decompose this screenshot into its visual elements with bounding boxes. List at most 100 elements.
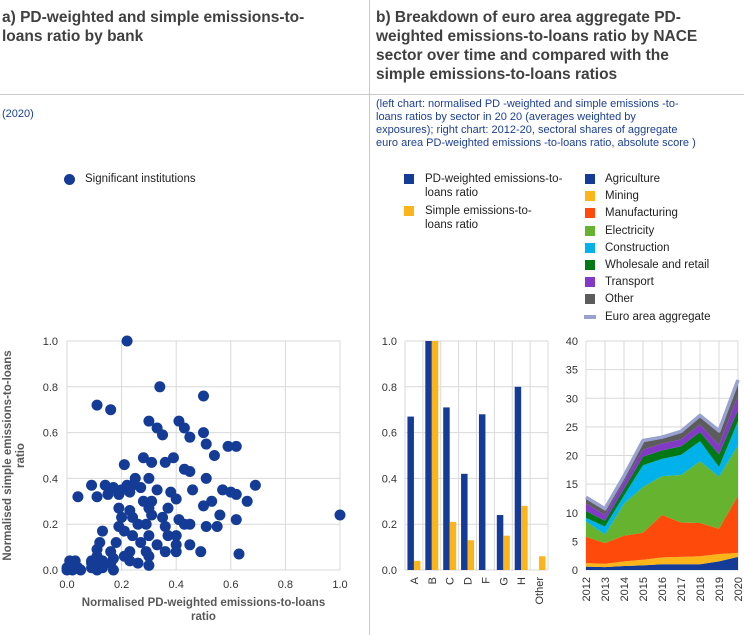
scatter-legend: Significant institutions xyxy=(64,172,196,186)
area-legend: Agriculture Mining Manufacturing Electricit… xyxy=(584,172,742,327)
scatter-point xyxy=(334,509,346,521)
scatter-y-axis-label-line1: Normalised simple emissions-to-loans xyxy=(2,350,14,560)
scatter-point xyxy=(86,479,98,491)
scatter-point xyxy=(230,440,242,452)
panel-b-title-line1: b) Breakdown of euro area aggregate PD- xyxy=(376,9,681,26)
scatter-point xyxy=(146,456,158,468)
area-legend-label: Electricity xyxy=(605,224,655,237)
scatter-y-tick-label: 0.8 xyxy=(43,382,58,394)
scatter-point xyxy=(178,422,190,434)
area-legend-item: Mining xyxy=(584,189,742,206)
area-y-tick-label: 0 xyxy=(572,565,578,577)
scatter-point xyxy=(113,488,125,500)
area-legend-item: Electricity xyxy=(584,224,742,241)
scatter-point xyxy=(143,550,155,562)
scatter-point xyxy=(184,539,196,551)
scatter-y-tick-label: 0.0 xyxy=(43,565,58,577)
area-x-tick-label: 2012 xyxy=(581,577,593,601)
area-legend-item: Transport xyxy=(584,275,742,292)
scatter-y-tick-label: 1.0 xyxy=(43,336,58,348)
bar-g-pd-weighted xyxy=(496,515,504,570)
scatter-point xyxy=(110,537,122,549)
panel-b-note-line2: loans ratios by sector in 20 20 (average… xyxy=(376,111,636,123)
scatter-point xyxy=(167,452,179,464)
scatter-point xyxy=(211,520,223,532)
panel-b-note-line3: exposures); right chart: 2012-20, sector… xyxy=(376,124,678,136)
scatter-point xyxy=(91,399,103,411)
area-legend-label: Mining xyxy=(605,190,639,203)
area-y-tick-label: 10 xyxy=(566,508,578,520)
bar-x-tick-label: D xyxy=(463,577,475,585)
area-legend-swatch xyxy=(585,294,595,305)
header-divider xyxy=(0,94,744,95)
scatter-point xyxy=(206,495,218,507)
scatter-legend-marker xyxy=(64,173,75,185)
scatter-point xyxy=(143,530,155,542)
area-construction xyxy=(586,421,738,535)
scatter-point xyxy=(151,539,163,551)
scatter-x-tick-label: 0.8 xyxy=(278,579,293,591)
scatter-point xyxy=(105,404,117,416)
bar-legend: PD-weighted emissions-to-loans ratio Sim… xyxy=(404,172,564,236)
scatter-point xyxy=(159,456,171,468)
area-legend-swatch xyxy=(585,277,595,288)
area-legend-swatch xyxy=(585,225,595,236)
scatter-y-tick-label: 0.6 xyxy=(43,428,58,440)
scatter-point xyxy=(107,564,119,576)
area-electricity xyxy=(586,445,738,544)
area-x-tick-label: 2017 xyxy=(676,577,688,601)
bar-legend-label-simple: Simple emissions-to-loans ratio xyxy=(425,205,532,231)
scatter-point xyxy=(200,438,212,450)
area-legend-label: Wholesale and retail xyxy=(605,258,710,271)
scatter-point xyxy=(159,546,171,558)
bar-d-simple xyxy=(467,540,475,570)
area-y-tick-label: 25 xyxy=(566,422,578,434)
scatter-point xyxy=(143,559,155,571)
panel-b-title: b) Breakdown of euro area aggregate PD- … xyxy=(376,8,742,84)
scatter-point xyxy=(91,564,103,576)
scatter-point xyxy=(222,440,234,452)
area-legend-swatch xyxy=(585,191,595,202)
scatter-point xyxy=(118,525,130,537)
bar-y-tick-label: 0.2 xyxy=(382,519,397,531)
scatter-legend-label: Significant institutions xyxy=(85,173,196,185)
area-mining xyxy=(586,552,738,568)
bar-b-simple xyxy=(431,341,439,570)
scatter-point xyxy=(157,511,169,523)
scatter-x-tick-label: 0.4 xyxy=(169,579,184,591)
bar-legend-item-simple: Simple emissions-to-loans ratio xyxy=(404,204,564,236)
panel-a-title-line2: loans ratio by bank xyxy=(2,28,144,45)
scatter-point xyxy=(72,491,84,503)
area-legend-item: Other xyxy=(584,292,742,309)
area-x-tick-label: 2019 xyxy=(714,577,726,601)
scatter-y-tick-label: 0.2 xyxy=(43,519,58,531)
area-y-tick-label: 35 xyxy=(566,365,578,377)
scatter-point xyxy=(113,502,125,514)
area-legend-item: Euro area aggregate xyxy=(584,310,742,327)
scatter-point xyxy=(140,518,152,530)
area-x-tick-label: 2015 xyxy=(638,577,650,601)
scatter-x-tick-label: 0.0 xyxy=(59,579,74,591)
scatter-point xyxy=(132,518,144,530)
bar-y-tick-label: 1.0 xyxy=(382,336,397,348)
area-legend-label: Transport xyxy=(605,276,654,289)
bar-legend-swatch-simple xyxy=(404,206,414,216)
area-legend-label: Euro area aggregate xyxy=(605,310,711,323)
scatter-point xyxy=(137,452,149,464)
panel-b-title-line4: simple emissions-to-loans ratios xyxy=(376,66,618,83)
area-legend-swatch xyxy=(585,259,595,270)
bar-legend-swatch-pd xyxy=(404,174,414,184)
scatter-point xyxy=(214,509,226,521)
scatter-point xyxy=(151,484,163,496)
scatter-point xyxy=(184,431,196,443)
area-transport xyxy=(586,395,738,521)
area-legend-label: Construction xyxy=(605,241,670,254)
scatter-chart: 0.0 0.2 0.4 0.6 0.8 1.0 0.0 0.2 0.4 0.6 0.8 1.0 Norm… xyxy=(2,335,348,623)
scatter-point xyxy=(198,390,209,402)
area-legend-item: Agriculture xyxy=(584,172,742,189)
bar-g-simple xyxy=(503,535,510,570)
area-x-tick-label: 2016 xyxy=(657,577,669,601)
scatter-point xyxy=(184,466,196,478)
scatter-point xyxy=(187,484,199,496)
area-legend-swatch xyxy=(584,314,596,319)
